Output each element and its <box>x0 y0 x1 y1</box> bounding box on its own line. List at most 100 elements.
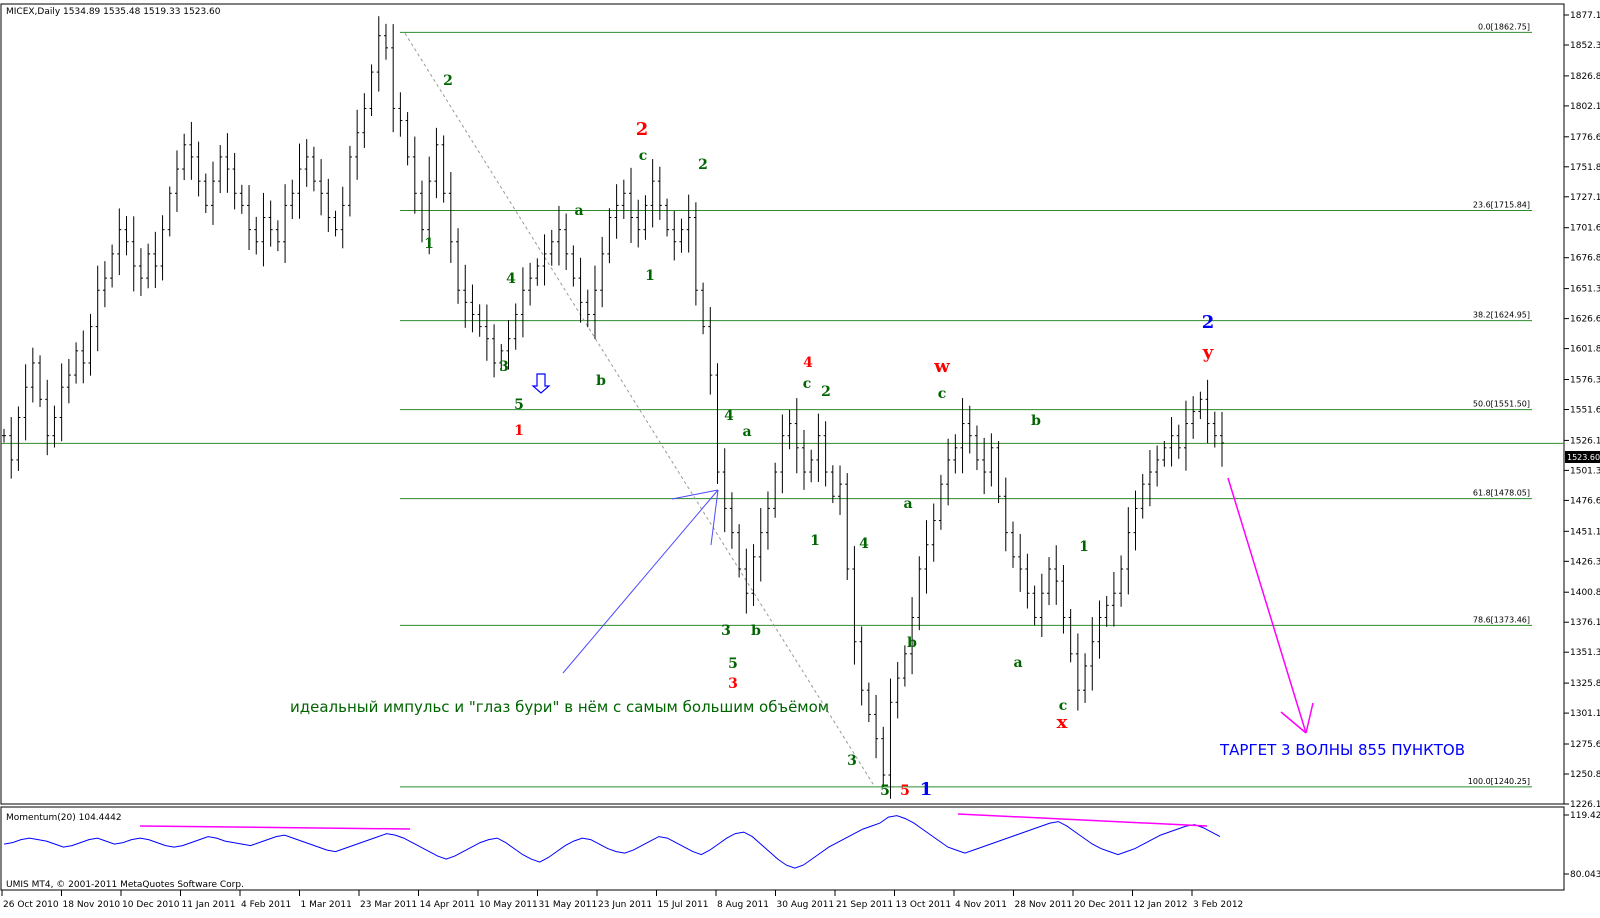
x-tick-label: 3 Feb 2012 <box>1193 900 1243 910</box>
x-tick-label: 18 Nov 2010 <box>63 900 121 910</box>
divergence-line <box>957 813 1208 827</box>
target-text: ТАРГЕТ 3 ВОЛНЫ 855 ПУНКТОВ <box>1219 741 1465 759</box>
y-tick-label: 1576.35 <box>1570 376 1600 386</box>
x-tick-label: 4 Nov 2011 <box>955 900 1007 910</box>
fib-label: 61.8[1478.05] <box>1473 489 1530 498</box>
chart-title: MICEX,Daily 1534.89 1535.48 1519.33 1523… <box>6 7 221 17</box>
y-axis: 1877.10 1852.35 1826.85 1802.10 1776.60 1751.… <box>1564 11 1600 810</box>
wave-label: a <box>1013 655 1022 671</box>
wave-label: c <box>938 386 947 402</box>
x-tick-label: 14 Apr 2011 <box>420 900 476 910</box>
wave-label: c <box>1059 698 1068 714</box>
down-arrow-icon <box>531 373 551 394</box>
momentum-panel <box>0 806 1565 891</box>
wave-label: 3 <box>847 753 857 769</box>
y-tick-label: 1250.85 <box>1570 770 1600 780</box>
x-tick-label: 15 Jul 2011 <box>658 900 709 910</box>
mom-y-tick-label: 119.423 <box>1570 811 1600 821</box>
x-tick-label: 10 May 2011 <box>479 900 538 910</box>
fib-label: 38.2[1624.95] <box>1473 311 1530 320</box>
y-tick-label: 1301.10 <box>1570 709 1600 719</box>
y-tick-label: 1877.10 <box>1570 11 1600 21</box>
x-axis: 26 Oct 2010 18 Nov 2010 10 Dec 2010 11 Jan … <box>1 890 1243 910</box>
y-tick-label: 1676.85 <box>1570 254 1600 264</box>
wave-label: b <box>1031 413 1041 429</box>
wave-label: a <box>742 424 751 440</box>
diagonal-lines <box>404 33 876 788</box>
x-tick-label: 30 Aug 2011 <box>777 900 835 910</box>
x-tick-label: 10 Dec 2010 <box>122 900 180 910</box>
main-panel <box>0 3 1565 805</box>
wave-label: 5 <box>728 656 738 672</box>
x-tick-label: 21 Sep 2011 <box>836 900 893 910</box>
wave-label: 1 <box>424 236 434 252</box>
last-price-box <box>1565 451 1600 463</box>
copyright-text: UMIS MT4, © 2001-2011 MetaQuotes Softwar… <box>6 880 244 890</box>
y-tick-label: 1651.35 <box>1570 285 1600 295</box>
wave-label: 2 <box>1202 312 1215 333</box>
x-tick-label: 23 Jun 2011 <box>598 900 652 910</box>
x-tick-label: 4 Feb 2011 <box>241 900 291 910</box>
y-tick-label: 1776.60 <box>1570 133 1600 143</box>
wave-label: 2 <box>821 384 831 400</box>
y-tick-label: 1701.60 <box>1570 224 1600 234</box>
y-tick-label: 1325.85 <box>1570 679 1600 689</box>
y-tick-label: 1751.85 <box>1570 163 1600 173</box>
wave-label: 5 <box>514 397 524 413</box>
wave-label: 4 <box>803 355 813 371</box>
y-tick-label: 1226.10 <box>1570 800 1600 810</box>
x-tick-label: 20 Dec 2011 <box>1074 900 1132 910</box>
trend-line <box>404 33 876 788</box>
target-arrow-head <box>1305 702 1314 734</box>
wave-label: 2 <box>443 73 453 89</box>
x-tick-label: 8 Aug 2011 <box>717 900 769 910</box>
divergence-line <box>139 825 411 830</box>
fib-label: 100.0[1240.25] <box>1468 777 1530 786</box>
momentum-label: Momentum(20) 104.4442 <box>6 813 122 823</box>
pointer-arrow-head <box>710 489 719 546</box>
wave-label: 1 <box>810 533 820 549</box>
y-tick-label: 1526.10 <box>1570 436 1600 446</box>
wave-label: 4 <box>724 408 734 424</box>
last-price-label: 1523.60 <box>1567 453 1600 462</box>
wave-label: b <box>751 623 761 639</box>
x-tick-label: 26 Oct 2010 <box>3 900 59 910</box>
target-arrow-head <box>1280 711 1307 734</box>
wave-label: 1 <box>920 779 933 800</box>
wave-label: a <box>903 496 912 512</box>
y-tick-label: 1400.85 <box>1570 588 1600 598</box>
x-tick-label: 1 Mar 2011 <box>301 900 352 910</box>
y-tick-label: 1501.35 <box>1570 466 1600 476</box>
wave-label: 4 <box>859 536 869 552</box>
wave-label: y <box>1202 342 1214 363</box>
wave-label: 1 <box>1079 539 1089 555</box>
wave-label: 2 <box>698 157 708 173</box>
y-tick-label: 1551.60 <box>1570 406 1600 416</box>
x-tick-label: 13 Oct 2011 <box>896 900 952 910</box>
mom-y-tick-label: 80.0431 <box>1570 870 1600 880</box>
y-tick-label: 1727.10 <box>1570 193 1600 203</box>
y-tick-label: 1826.85 <box>1570 72 1600 82</box>
wave-label: 3 <box>721 623 731 639</box>
x-tick-label: 28 Nov 2011 <box>1015 900 1073 910</box>
wave-label: b <box>907 635 917 651</box>
wave-label: 3 <box>499 359 509 375</box>
wave-label: 3 <box>728 676 738 692</box>
x-tick-label: 11 Jan 2011 <box>182 900 236 910</box>
wave-label: 1 <box>645 268 655 284</box>
arrows <box>531 373 1314 734</box>
wave-label: a <box>574 203 583 219</box>
y-tick-label: 1376.10 <box>1570 618 1600 628</box>
pointer-arrow-head <box>671 489 719 500</box>
fib-label: 0.0[1862.75] <box>1478 22 1530 31</box>
ohlc-bars <box>2 16 1224 799</box>
pointer-arrow <box>562 489 719 674</box>
wave-label: c <box>803 376 812 392</box>
target-arrow <box>1227 477 1307 734</box>
y-tick-label: 1802.10 <box>1570 102 1600 112</box>
momentum-series: 119.423 80.0431 <box>3 811 1600 880</box>
wave-label: c <box>639 148 648 164</box>
annotation-text: идеальный импульс и "глаз бури" в нём с … <box>290 698 829 716</box>
